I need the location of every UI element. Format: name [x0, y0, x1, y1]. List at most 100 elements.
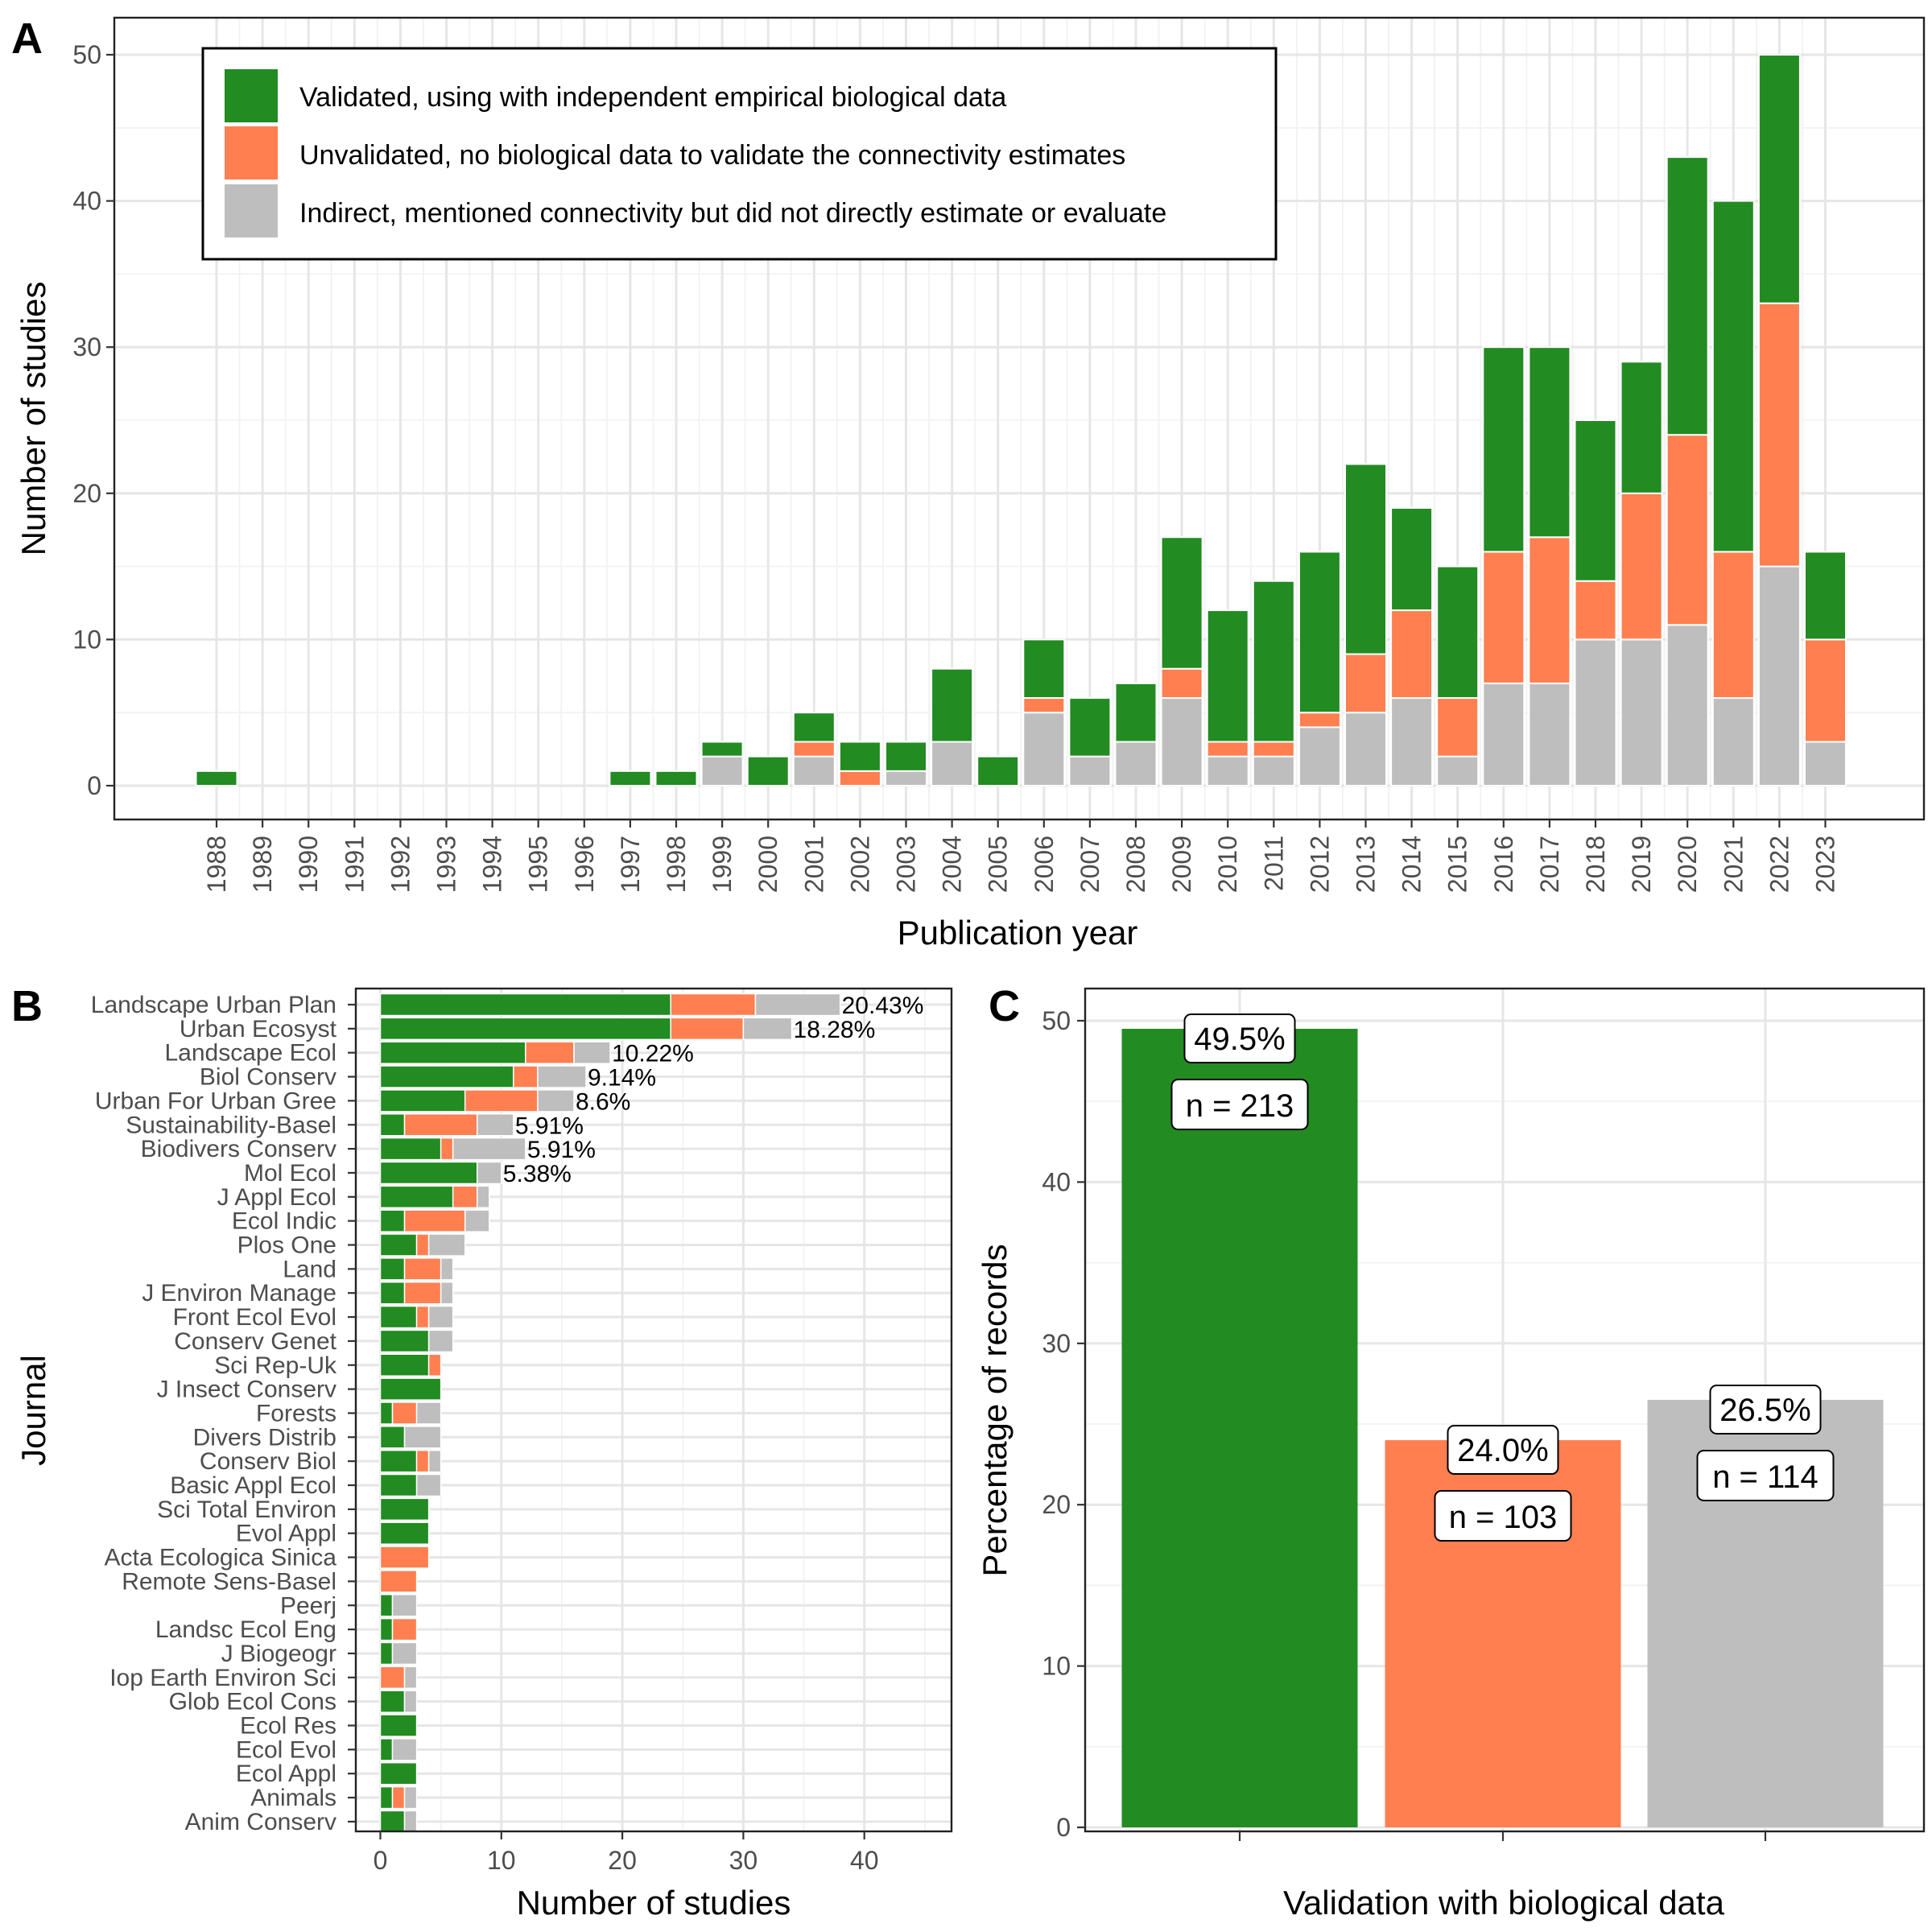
y-tick-label: 0 [87, 771, 101, 800]
y-tick-label: 50 [1042, 1006, 1071, 1035]
bar-unvalidated-journal-25 [379, 1570, 418, 1593]
panel-c-y-ticks: 0 10 20 30 40 50 [1042, 1006, 1085, 1842]
panel-a-chart: 0 10 20 30 40 50 1988 1989 1990 1991 1992 1993 1994… [11, 14, 1926, 952]
x-tick-label: 1988 [202, 836, 231, 893]
bar-indirect-journal-35 [403, 1810, 418, 1834]
bar-validated-journal-2 [379, 1017, 671, 1041]
journal-label: J Appl Ecol [217, 1184, 336, 1211]
x-tick-label: 1998 [662, 836, 691, 893]
percent-label: 20.43% [842, 993, 924, 1019]
bar-indirect-2014 [1390, 697, 1434, 786]
panel-c-x-ticks [1238, 1831, 1767, 1841]
bar-validated-journal-4 [379, 1065, 514, 1088]
legend-label-validated: Validated, using with independent empiri… [299, 82, 1006, 113]
bar-validated-journal-30 [379, 1690, 406, 1713]
x-tick-label: 1999 [708, 836, 737, 893]
percent-label: 18.28% [794, 1017, 876, 1043]
bar-unvalidated-journal-4 [513, 1065, 539, 1088]
journal-label: Forests [256, 1400, 336, 1426]
legend-key-validated [225, 69, 278, 122]
journal-label: Ecol Evol [236, 1736, 336, 1763]
x-tick-label: 2004 [938, 836, 967, 893]
bar-validated-2013 [1344, 463, 1387, 655]
bar-indirect-journal-11 [427, 1233, 466, 1257]
bar-indirect-2018 [1574, 638, 1617, 787]
bar-unvalidated-2009 [1160, 667, 1203, 700]
panel-c-frame [1084, 987, 1926, 1833]
journal-label: Ecol Appl [236, 1761, 336, 1787]
bar-indirect-2009 [1160, 697, 1203, 786]
bar-validated-2021 [1711, 200, 1755, 553]
panel-label-b: B [11, 982, 43, 1030]
bar-validated-2023 [1804, 551, 1847, 641]
bar-unvalidated-2015 [1436, 697, 1480, 758]
panel-b-frame [354, 987, 953, 1833]
x-tick-label: 2023 [1811, 836, 1840, 893]
panel-c-y-axis-title: Percentage of records [976, 1244, 1013, 1576]
bar-unvalidated-2016 [1482, 551, 1525, 684]
bar-validated-2017 [1528, 346, 1571, 539]
bar-validated-2008 [1114, 682, 1158, 743]
value-label-box [1709, 1384, 1822, 1435]
x-tick-label: 2006 [1030, 836, 1059, 893]
bar-indirect-journal-7 [452, 1137, 526, 1161]
n-label: n = 103 [1449, 1500, 1558, 1535]
journal-label: Plos One [237, 1232, 336, 1259]
bar-validated-journal-27 [379, 1617, 394, 1641]
bar-validated-2007 [1068, 697, 1112, 758]
x-tick-label: 0 [374, 1846, 388, 1875]
panel-c-x-axis-title: Validation with biological data [1283, 1884, 1725, 1922]
bar-indirect-journal-9 [476, 1185, 490, 1209]
bar-indirect-journal-2 [742, 1017, 793, 1041]
bar-validated-2018 [1574, 419, 1617, 582]
bar-validated-2019 [1620, 361, 1663, 494]
journal-label: Landscape Urban Plan [91, 992, 336, 1018]
bar-indirect-journal-30 [403, 1690, 418, 1713]
journal-label: Sustainability-Basel [126, 1112, 336, 1138]
value-label: 24.0% [1457, 1433, 1548, 1468]
journal-label: Animals [250, 1785, 336, 1811]
journal-label: Ecol Indic [232, 1208, 336, 1235]
y-tick-label: 10 [1042, 1652, 1071, 1681]
panel-b-chart: 20.43%18.28%10.22%9.14%8.6%5.91%5.91%5.3… [11, 982, 953, 1922]
bar-validated-1988 [195, 770, 238, 787]
bar-validated-journal-31 [379, 1714, 418, 1737]
panel-b-x-ticks: 0 10 20 30 40 [374, 1831, 878, 1875]
y-tick-label: 30 [1042, 1329, 1071, 1358]
bar-validated-journal-9 [379, 1185, 454, 1209]
bar-indirect-2022 [1757, 565, 1801, 786]
bar-unvalidated-journal-24 [379, 1546, 430, 1569]
x-tick-label: 2018 [1581, 836, 1610, 893]
bar-indirect-journal-10 [464, 1209, 490, 1232]
y-tick-label: 40 [1042, 1167, 1071, 1196]
bar-validated-journal-23 [379, 1521, 430, 1545]
x-tick-label: 1997 [616, 836, 645, 893]
journal-label: Basic Appl Ecol [170, 1472, 336, 1499]
percent-label: 10.22% [612, 1041, 694, 1067]
x-tick-label: 1989 [248, 836, 277, 893]
bar-indirect-journal-1 [754, 993, 841, 1017]
bar-indirect-journal-15 [427, 1329, 454, 1353]
bar-unvalidated-journal-5 [464, 1089, 539, 1113]
bar-unvalidated-2017 [1528, 536, 1571, 684]
x-tick-label: 2005 [984, 836, 1013, 893]
bar-indirect-2001 [792, 755, 836, 786]
panel-a-bars [195, 54, 1847, 787]
x-tick-label: 1995 [524, 836, 553, 893]
bar-indirect-2021 [1711, 697, 1755, 786]
legend-label-indirect: Indirect, mentioned connectivity but did… [299, 198, 1166, 229]
value-label-box [1447, 1425, 1559, 1476]
journal-label: Iop Earth Environ Sci [109, 1665, 336, 1691]
bar-unvalidated-journal-1 [670, 993, 757, 1017]
bar-indirect-2015 [1436, 755, 1480, 786]
bar-validated [1121, 1029, 1358, 1827]
x-tick-label: 1991 [340, 836, 369, 893]
bar-indirect-1999 [700, 755, 744, 786]
bar-indirect-journal-4 [537, 1065, 587, 1088]
x-tick-label: 2012 [1305, 836, 1334, 893]
bar-validated-journal-22 [379, 1497, 430, 1521]
journal-label: J Insect Conserv [157, 1377, 336, 1403]
x-tick-label: 1994 [478, 836, 507, 893]
y-tick-label: 0 [1056, 1813, 1071, 1842]
panel-label-c: C [989, 982, 1020, 1030]
